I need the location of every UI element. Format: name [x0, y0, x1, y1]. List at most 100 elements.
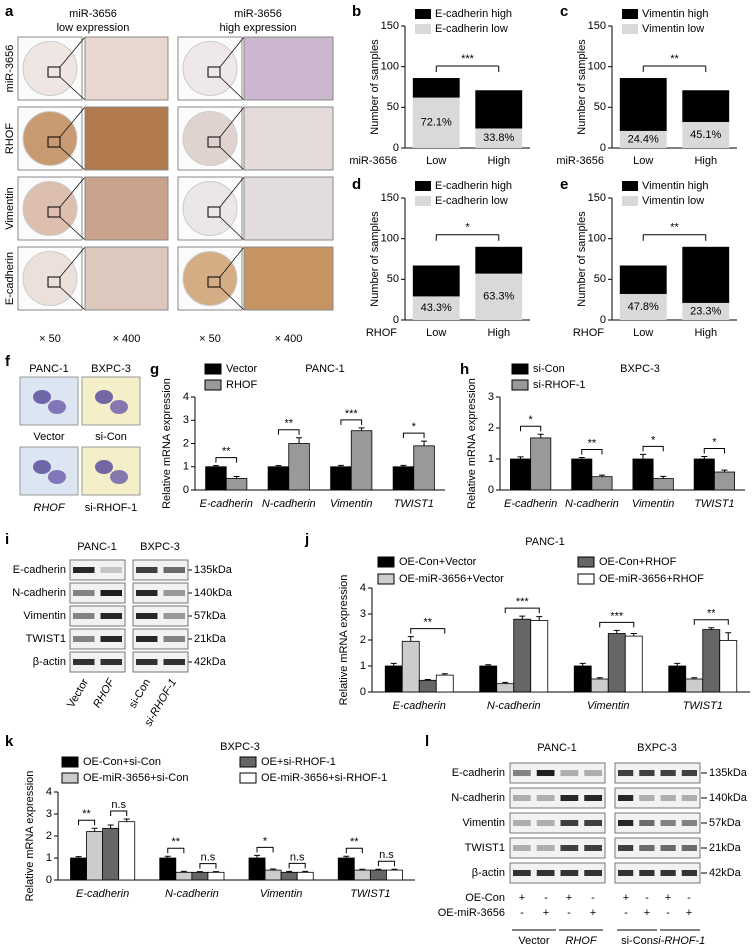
blot-frame	[69, 628, 126, 650]
significance-label: n.s	[111, 799, 126, 811]
significance-label: **	[670, 222, 679, 234]
lane-label: si-Con	[127, 677, 153, 711]
zoom-line	[219, 216, 245, 241]
blot-band	[681, 845, 697, 851]
y-tick-label: 3	[46, 808, 52, 820]
blot-frame	[509, 837, 606, 859]
error-bar	[296, 437, 303, 444]
significance-bracket	[199, 863, 217, 869]
bar-segment	[619, 265, 667, 294]
ihc-core	[22, 41, 78, 96]
percent-label: 36.7%	[483, 254, 514, 266]
protein-label: Vimentin	[23, 610, 66, 622]
x-tick-label: Low	[633, 155, 653, 167]
legend-swatch	[415, 9, 431, 19]
cell-line: PANC-1	[537, 742, 577, 754]
bar	[530, 620, 549, 693]
sign: +	[519, 892, 525, 904]
column-header: miR-3656	[234, 8, 282, 20]
ihc-tile	[84, 106, 169, 171]
significance-bracket	[581, 448, 603, 455]
significance-bracket	[277, 429, 300, 435]
blot-band	[163, 567, 185, 573]
x-tick-label: High	[694, 327, 717, 339]
blot-band	[536, 870, 555, 876]
blot-frame	[509, 862, 606, 884]
significance-bracket	[78, 819, 96, 826]
y-tick-label: 0	[183, 484, 189, 496]
legend-swatch	[511, 379, 529, 391]
x-tick-label: High	[487, 155, 510, 167]
blot-frame	[614, 862, 701, 884]
percent-label: 56.7%	[421, 275, 452, 287]
error-bar	[708, 627, 715, 630]
error-bar	[660, 475, 667, 479]
blot-frame	[509, 812, 606, 834]
significance-label: n.s	[201, 852, 216, 864]
significance-bracket	[520, 425, 542, 432]
row-label: Vimentin	[4, 187, 16, 230]
legend-swatch	[622, 181, 638, 191]
cell-label: Vector	[33, 431, 65, 443]
group-label: Vector	[518, 935, 550, 947]
y-axis-label: Number of samples	[369, 211, 381, 307]
significance-label: ***	[461, 53, 475, 65]
cell-label: si-Con	[95, 431, 127, 443]
bar	[264, 869, 282, 881]
blot-frame	[132, 605, 189, 627]
y-tick-label: 3	[183, 414, 189, 426]
bar	[225, 477, 248, 491]
error-bar	[343, 855, 350, 858]
error-bar	[233, 476, 240, 479]
blot-band	[639, 845, 655, 851]
bar	[386, 869, 403, 881]
zoom-box	[47, 276, 61, 288]
blot-band	[584, 845, 602, 851]
significance-bracket	[377, 860, 395, 867]
sign: +	[644, 907, 650, 919]
ihc-core	[182, 181, 238, 236]
y-axis-label: Number of samples	[576, 211, 588, 307]
blot-band	[136, 567, 158, 573]
blot-band	[513, 870, 531, 876]
x-tick-label: E-cadherin	[393, 700, 446, 712]
bar	[513, 618, 532, 693]
zoom-line	[59, 36, 86, 68]
y-tick-label: 1	[183, 461, 189, 473]
significance-bracket	[599, 621, 635, 628]
y-tick-label: 150	[381, 192, 399, 204]
ihc-core	[182, 251, 238, 306]
significance-label: *	[412, 421, 417, 433]
bar	[248, 857, 266, 881]
bar-segment	[412, 296, 460, 320]
legend-label: Vimentin high	[642, 8, 708, 20]
percent-label: 52.2%	[628, 274, 659, 286]
legend-swatch	[622, 9, 638, 19]
ihc-tile	[243, 106, 334, 171]
size-label: 140kDa	[194, 587, 233, 599]
cell	[48, 400, 66, 414]
cell-label: si-RHOF-1	[85, 502, 138, 514]
y-tick-label: 0	[600, 314, 606, 326]
y-tick-label: 0	[600, 142, 606, 154]
error-bar	[613, 629, 620, 634]
zoom-line	[219, 76, 245, 101]
bar-segment	[619, 78, 667, 131]
blot-band	[681, 820, 697, 826]
significance-label: ***	[610, 610, 624, 622]
chart-title: PANC-1	[525, 536, 565, 548]
sign: -	[591, 892, 595, 904]
legend-label: OE+si-RHOF-1	[261, 756, 336, 768]
row-label: RHOF	[4, 123, 16, 154]
blot-band	[560, 820, 579, 826]
size-label: 135kDa	[194, 564, 233, 576]
sign: +	[665, 892, 671, 904]
error-bar	[578, 456, 585, 459]
x-tick-label: High	[487, 327, 510, 339]
y-axis-label: Relative mRNA expression	[161, 378, 173, 509]
significance-label: *	[528, 414, 533, 426]
x-axis-label: miR-3656	[349, 155, 397, 167]
y-tick-label: 100	[381, 233, 399, 245]
blot-frame	[69, 582, 126, 604]
